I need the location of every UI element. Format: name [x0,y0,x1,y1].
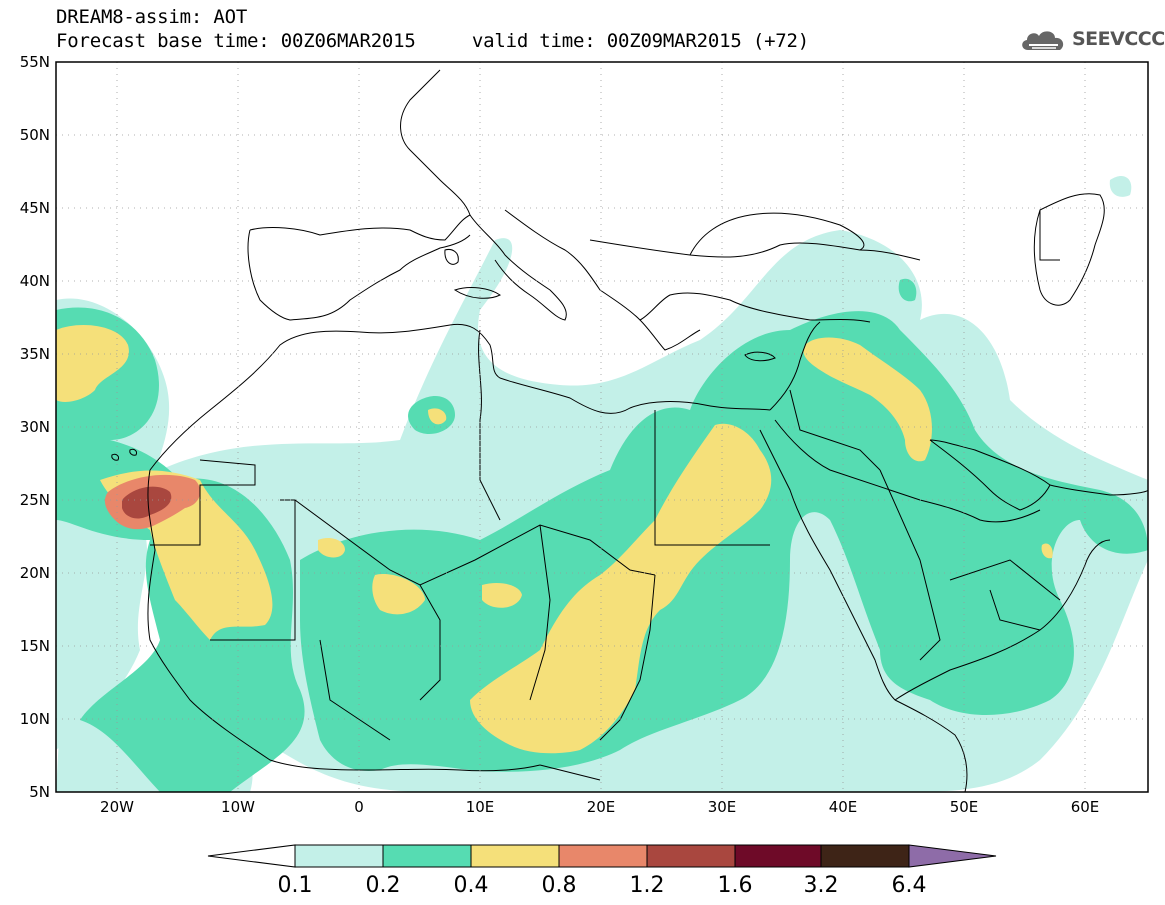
colorbar-label: 0.1 [278,873,313,898]
cloud-icon [1022,31,1064,50]
lon-tick-label: 30E [708,798,737,816]
logo-text: SEEVCCC [1072,28,1165,50]
lon-tick-label: 10E [466,798,495,816]
aot-field [56,175,1148,792]
map-subtitle: Forecast base time: 00Z06MAR2015 valid t… [56,30,809,52]
lon-tick-label: 50E [950,798,979,816]
lat-tick-label: 35N [20,345,50,363]
map-title: DREAM8-assim: AOT [56,6,248,28]
colorbar-label: 0.2 [366,873,401,898]
colorbar-label: 3.2 [804,873,839,898]
lat-tick-label: 5N [29,783,50,801]
lon-tick-label: 10W [221,798,255,816]
lat-tick-label: 55N [20,53,50,71]
lat-tick-label: 15N [20,637,50,655]
map-frame [55,61,1149,793]
lat-tick-label: 40N [20,272,50,290]
colorbar-swatch-over [908,844,997,868]
lat-tick-label: 20N [20,564,50,582]
lon-tick-label: 60E [1071,798,1100,816]
colorbar-label: 0.4 [454,873,489,898]
colorbar-swatch [820,844,910,868]
colorbar: 0.1 0.2 0.4 0.8 1.2 1.6 3.2 6.4 [207,844,997,898]
colorbar-swatch [558,844,648,868]
colorbar-swatch [646,844,736,868]
map-gridlines [56,62,1148,792]
colorbar-label: 1.2 [630,873,665,898]
colorbar-swatch [294,844,384,868]
latitude-axis: 55N 50N 45N 40N 35N 30N 25N 20N 15N 10N … [20,53,50,801]
coastlines-and-borders [111,69,1148,792]
colorbar-label: 1.6 [718,873,753,898]
forecast-base-time: Forecast base time: 00Z06MAR2015 [56,30,416,52]
lon-tick-label: 20E [587,798,616,816]
lon-tick-label: 0 [354,798,364,816]
colorbar-swatch [470,844,560,868]
colorbar-swatch [734,844,822,868]
colorbar-label: 6.4 [892,873,927,898]
seevccc-logo: SEEVCCC [1018,26,1165,54]
valid-time: valid time: 00Z09MAR2015 (+72) [471,30,810,52]
lat-tick-label: 45N [20,199,50,217]
longitude-axis: 20W 10W 0 10E 20E 30E 40E 50E 60E [100,798,1099,816]
colorbar-swatch [382,844,472,868]
aot-level-1.2 [122,486,172,519]
lat-tick-label: 50N [20,126,50,144]
colorbar-swatch-under [207,844,296,868]
lon-tick-label: 20W [100,798,134,816]
lat-tick-label: 10N [20,710,50,728]
lat-tick-label: 30N [20,418,50,436]
lat-tick-label: 25N [20,491,50,509]
lon-tick-label: 40E [829,798,858,816]
colorbar-label: 0.8 [542,873,577,898]
